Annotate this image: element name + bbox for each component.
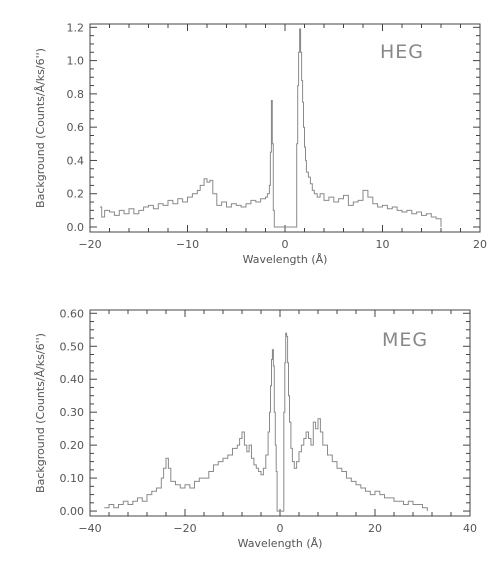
heg-x-tick-label: −10 [176,238,199,251]
meg-x-tick-label: 0 [277,522,284,535]
heg-y-tick-label: 0.6 [67,121,85,134]
heg-panel-label: HEG [380,41,424,63]
meg-y-tick-label: 0.40 [60,373,85,386]
heg-y-tick-label: 1.2 [67,21,85,34]
meg-x-tick-label: −40 [78,522,101,535]
heg-x-tick-label: 10 [376,238,390,251]
heg-x-axis-label: Wavelength (Å) [243,253,328,266]
heg-panel: −20 −10 0 10 20 0.0 0.2 0.4 0.6 0.8 1.0 1.2 Waveleng… [34,21,487,266]
meg-spectrum-line [104,332,428,512]
heg-y-tick-label: 0.0 [67,221,85,234]
meg-y-tick-label: 0.30 [60,406,85,419]
heg-x-tick-label: −20 [78,238,101,251]
meg-x-tick-label: 40 [463,522,477,535]
heg-x-tick-label: 20 [473,238,487,251]
heg-y-tick-label: 0.8 [67,88,85,101]
heg-y-axis-label: Background (Counts/Å/ks/6'') [34,48,47,208]
meg-x-tick-label: −20 [173,522,196,535]
meg-panel-label: MEG [382,329,428,351]
meg-x-axis-label: Wavelength (Å) [238,537,323,550]
heg-x-tick-label: 0 [282,238,289,251]
meg-panel: −40 −20 0 20 40 0.00 0.10 0.20 0.30 0.40 0.50 0.60 W… [34,307,477,550]
meg-y-tick-label: 0.60 [60,307,85,320]
heg-y-tick-label: 0.2 [67,188,85,201]
meg-y-tick-label: 0.10 [60,472,85,485]
heg-y-tick-label: 0.4 [67,154,85,167]
heg-spectrum-line [99,28,442,228]
meg-x-tick-label: 20 [368,522,382,535]
meg-y-axis-label: Background (Counts/Å/ks/6'') [34,333,47,493]
meg-y-tick-label: 0.50 [60,340,85,353]
meg-y-tick-label: 0.20 [60,439,85,452]
meg-y-tick-label: 0.00 [60,505,85,518]
heg-y-tick-label: 1.0 [67,55,85,68]
